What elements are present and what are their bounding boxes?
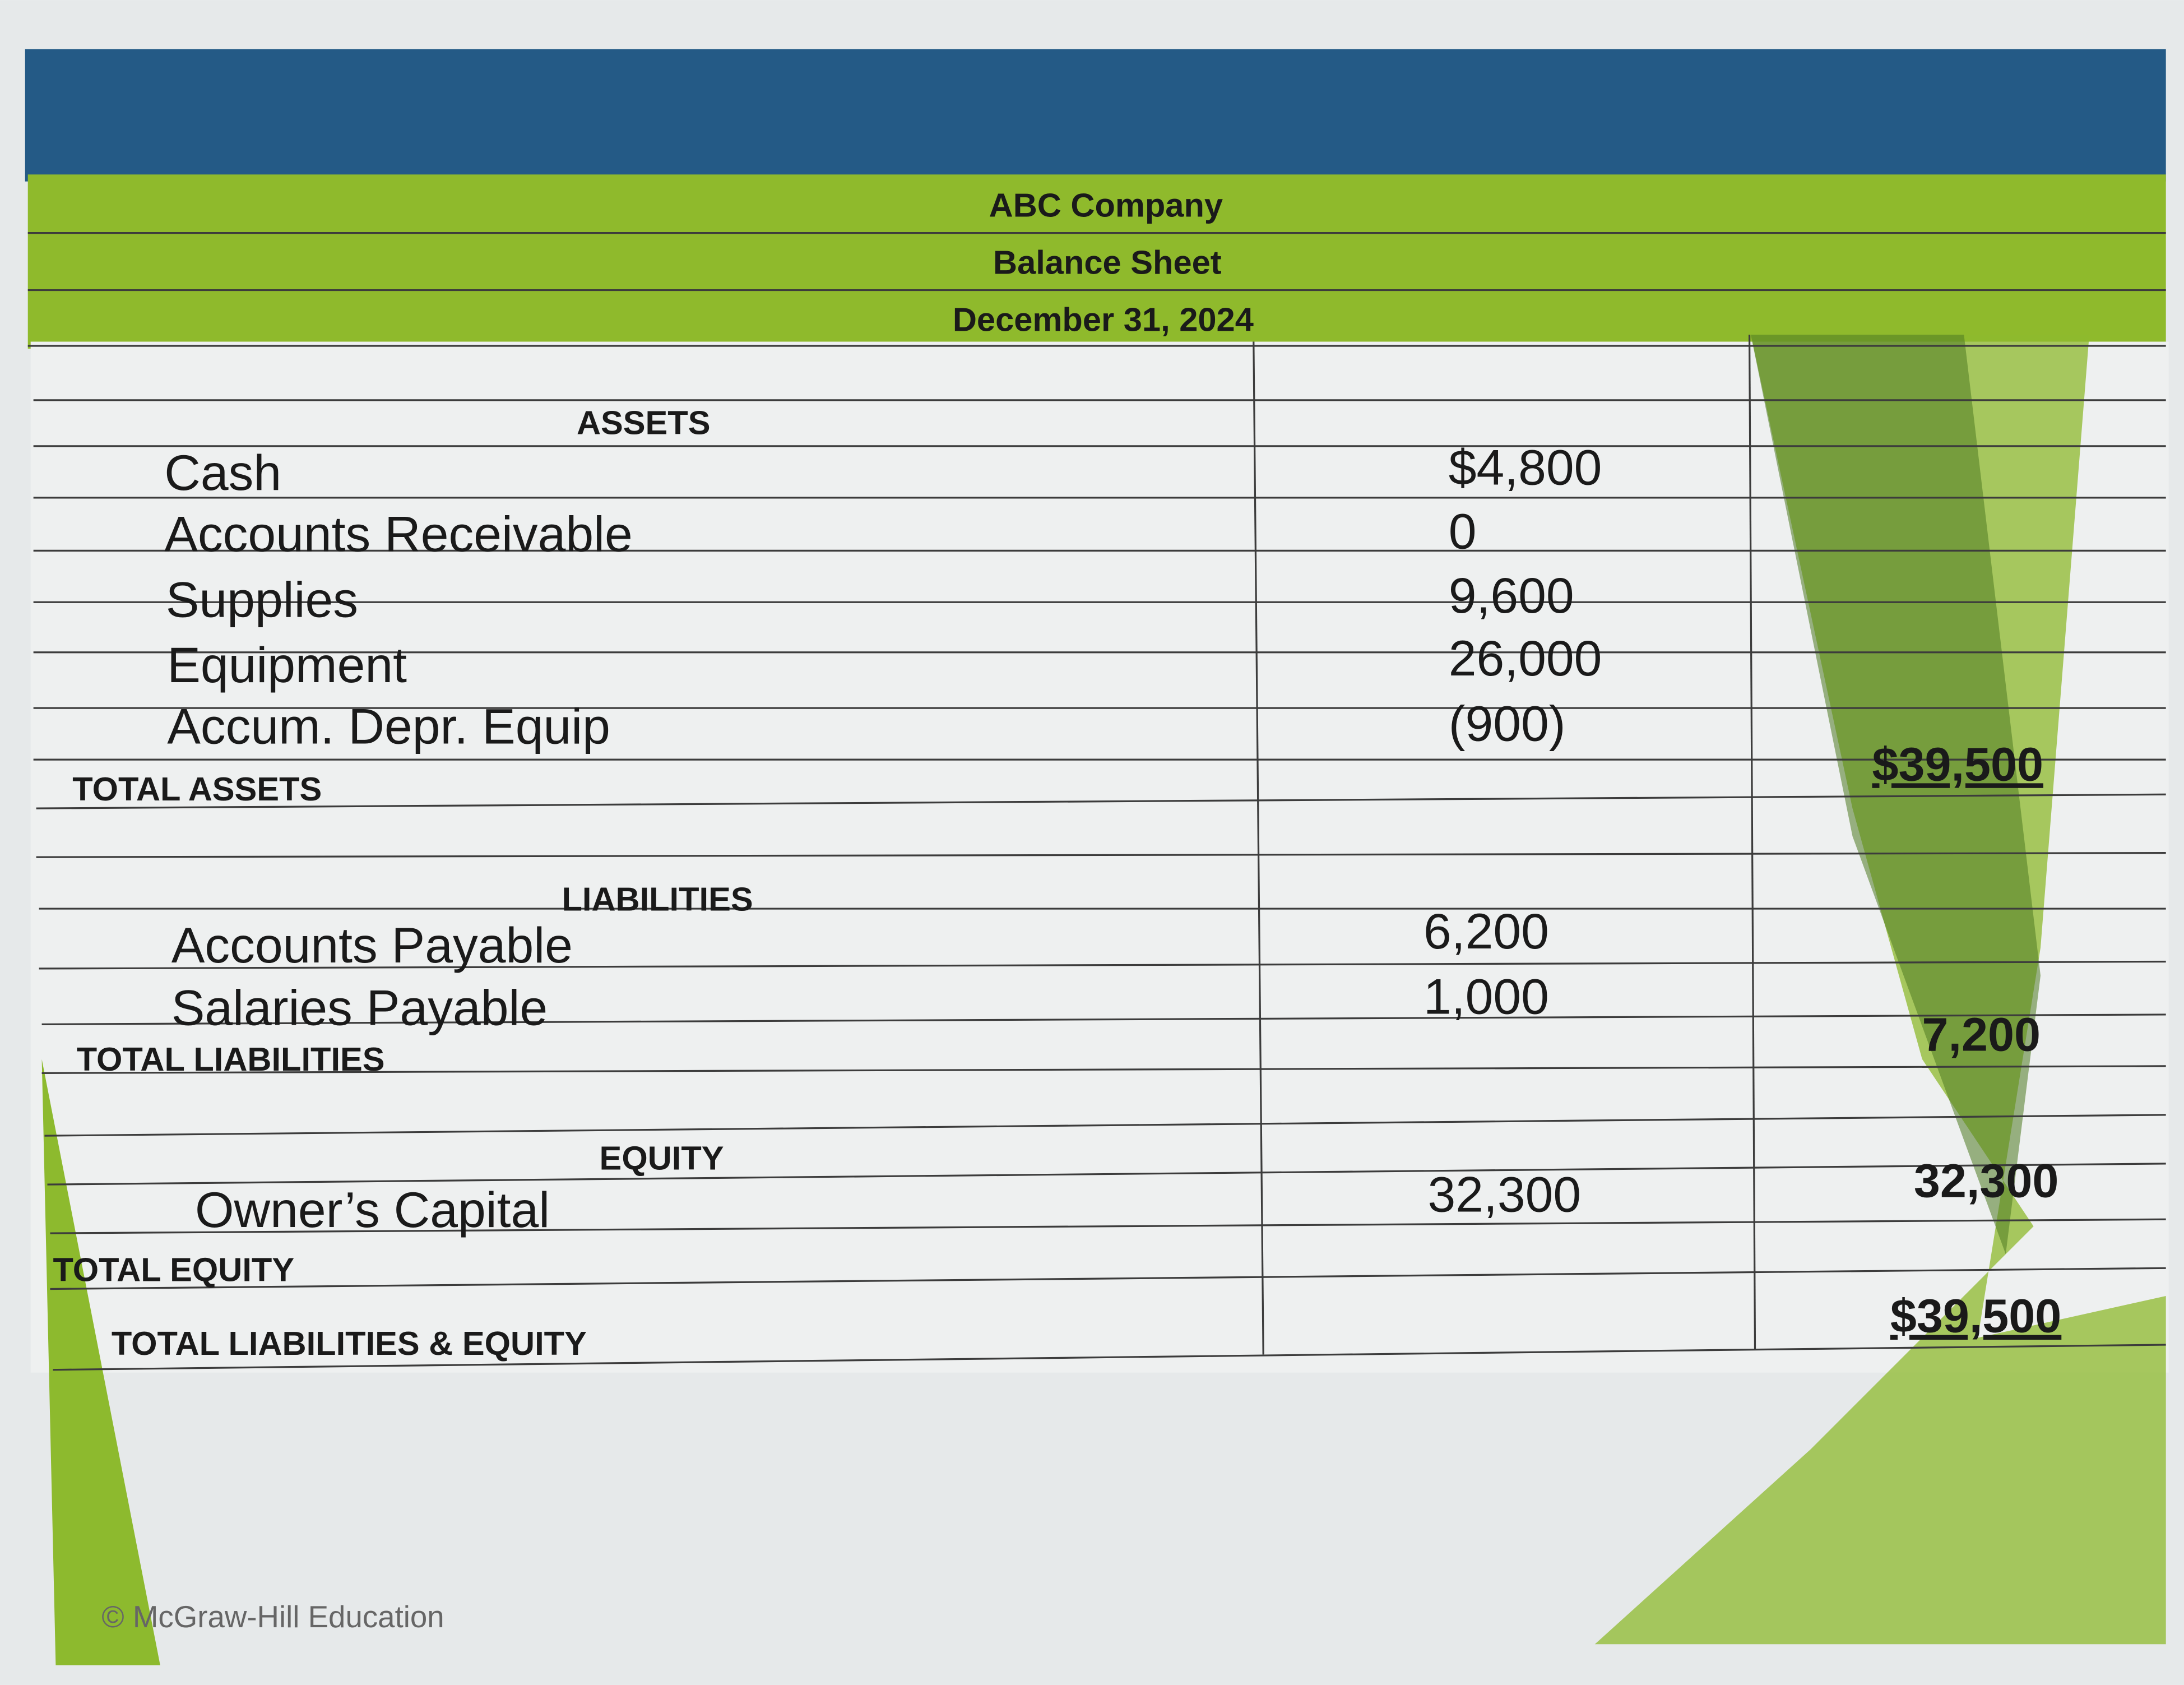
item-label: Owner’s Capital [195, 1182, 550, 1238]
item-label: Equipment [167, 637, 407, 693]
item-amount: 26,000 [1449, 630, 1602, 686]
rule [47, 1163, 2166, 1186]
item-amount: 9,600 [1449, 567, 1574, 623]
rule [41, 1065, 2166, 1074]
rule [41, 1013, 2166, 1025]
rule [36, 793, 2166, 809]
rules [27, 232, 2166, 1371]
column-rule [1748, 335, 1756, 1349]
total-label: TOTAL LIABILITIES [77, 1040, 385, 1078]
item-amount: 0 [1449, 503, 1477, 559]
decor-right [1594, 335, 2166, 1645]
blue-band [25, 49, 2166, 182]
item-amount: $4,800 [1449, 439, 1602, 495]
total-amount: 7,200 [1922, 1008, 2041, 1061]
green-header [27, 174, 2166, 349]
decor-right-dark [1751, 335, 2041, 1255]
total-label: TOTAL EQUITY [53, 1251, 294, 1288]
item-amount: 6,200 [1423, 903, 1549, 959]
total-amount: $39,500 [1872, 738, 2043, 790]
company: ABC Company [989, 187, 1223, 224]
total-amount: 32,300 [1914, 1154, 2058, 1207]
grand-total-label: TOTAL LIABILITIES & EQUITY [112, 1325, 587, 1362]
column-rule [1253, 341, 1264, 1355]
rule [36, 852, 2166, 858]
item-amount: 1,000 [1423, 969, 1549, 1025]
item-amount: (900) [1449, 696, 1566, 752]
copyright: © McGraw-Hill Education [101, 1600, 444, 1634]
date: December 31, 2024 [953, 300, 1254, 338]
item-label: Accum. Depr. Equip [167, 698, 610, 754]
rule [50, 1267, 2166, 1290]
title: Balance Sheet [993, 244, 1222, 281]
rule [50, 1218, 2166, 1234]
item-label: Supplies [166, 571, 358, 627]
rule [44, 1114, 2166, 1137]
decor-left [41, 1059, 160, 1665]
grand-total-amount: $39,500 [1890, 1290, 2061, 1343]
item-label: Cash [164, 445, 281, 501]
item-amount: 32,300 [1427, 1166, 1581, 1223]
rule [53, 1344, 2166, 1371]
item-label: Salaries Payable [171, 980, 548, 1036]
section-heading: LIABILITIES [562, 880, 753, 918]
rule [39, 960, 2166, 970]
item-label: Accounts Receivable [164, 506, 633, 562]
item-label: Accounts Payable [171, 917, 573, 973]
section-heading: ASSETS [577, 404, 711, 441]
section-heading: EQUITY [600, 1140, 724, 1177]
total-label: TOTAL ASSETS [72, 770, 322, 808]
